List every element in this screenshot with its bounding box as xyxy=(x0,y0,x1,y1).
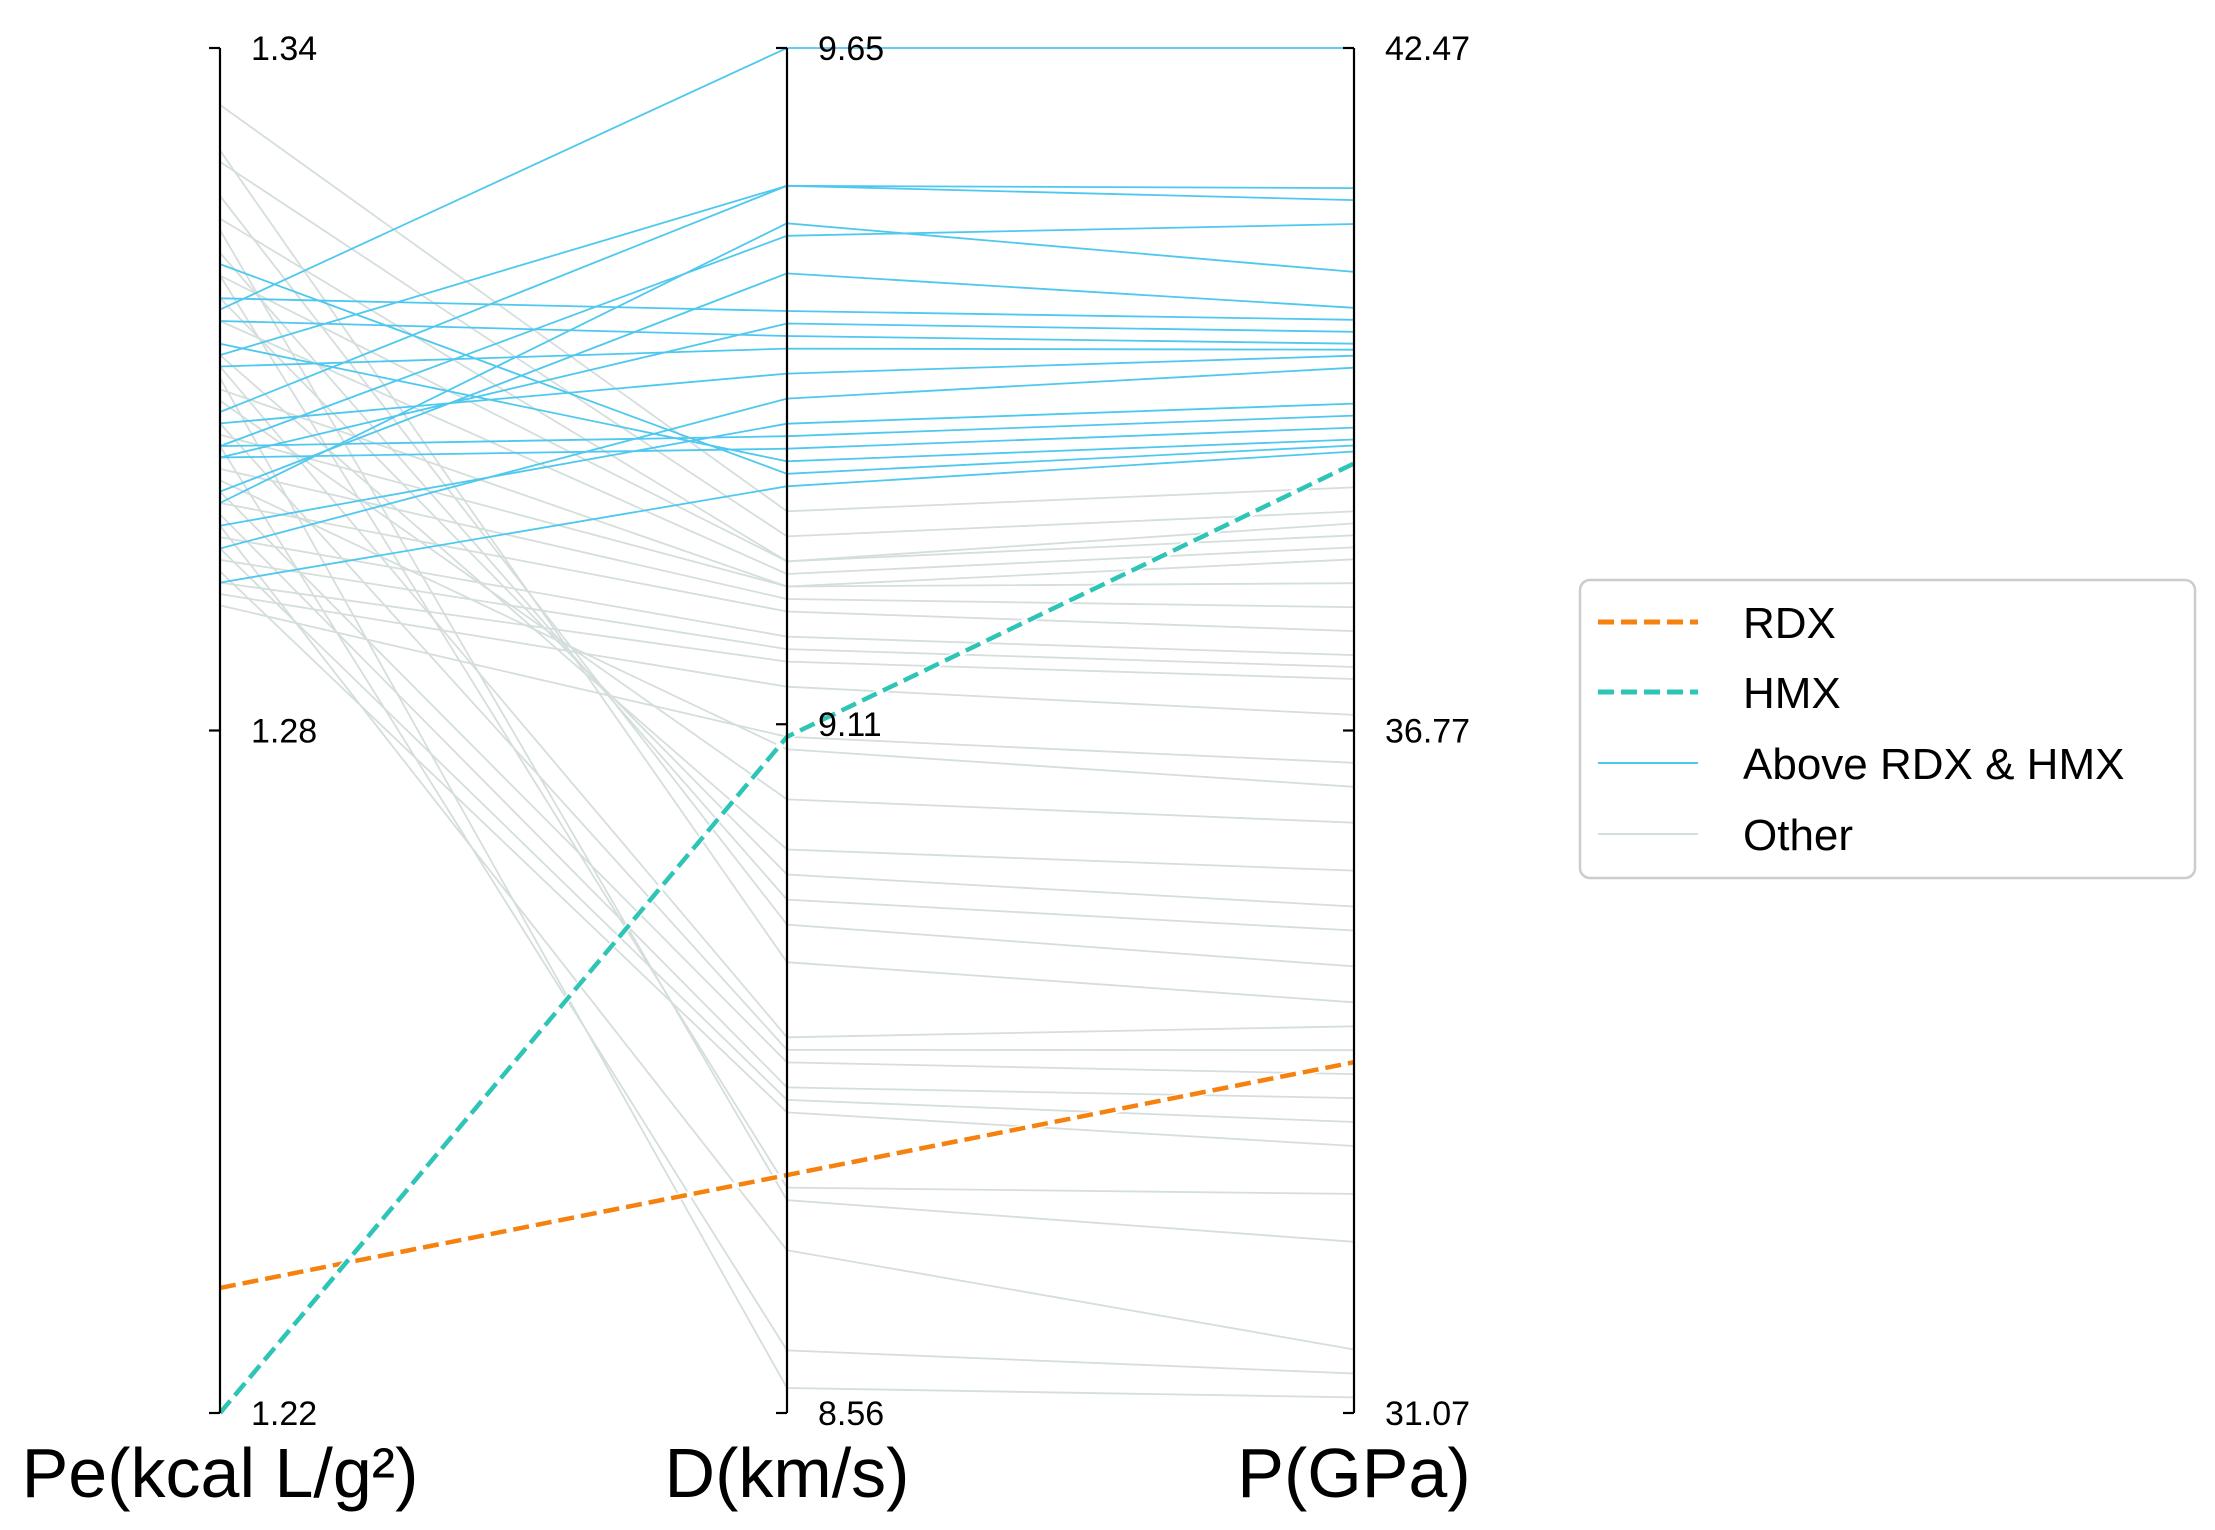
axis-0-tick-label-2: 1.22 xyxy=(251,1395,317,1433)
legend-label-2: Above RDX & HMX xyxy=(1743,740,2124,789)
legend-label-3: Other xyxy=(1743,811,1853,860)
axis-0-tick-label-1: 1.28 xyxy=(251,713,317,751)
axis-2-tick-label-0: 42.47 xyxy=(1385,30,1470,68)
axis-title-1: D(km/s) xyxy=(665,1434,910,1512)
axis-0-tick-label-0: 1.34 xyxy=(251,30,317,68)
axis-1-tick-label-0: 9.65 xyxy=(818,30,884,68)
legend-label-1: HMX xyxy=(1743,669,1841,718)
legend: RDX HMX Above RDX & HMX Other xyxy=(1578,578,2197,880)
axis-title-0: Pe(kcal L/g²) xyxy=(22,1434,419,1512)
axis-title-2: P(GPa) xyxy=(1237,1434,1470,1512)
axis-2-tick-label-2: 31.07 xyxy=(1385,1395,1470,1433)
axis-1-tick-label-2: 8.56 xyxy=(818,1395,884,1433)
axis-2-tick-label-1: 36.77 xyxy=(1385,713,1470,751)
axis-1-tick-label-1: 9.11 xyxy=(818,706,882,744)
legend-label-0: RDX xyxy=(1743,599,1836,648)
legend-frame xyxy=(1578,578,2197,880)
